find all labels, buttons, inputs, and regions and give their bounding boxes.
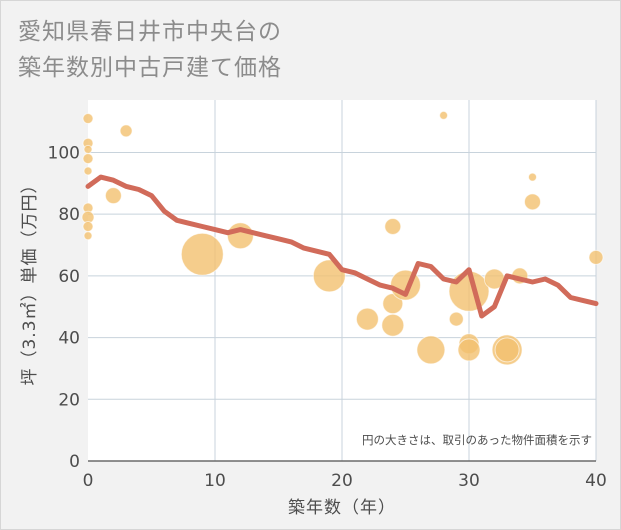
bubble-point bbox=[82, 153, 94, 165]
y-axis-label: 坪（3.3㎡）単価（万円） bbox=[20, 175, 40, 385]
y-tick-labels: 0 20 40 60 80 100 bbox=[48, 143, 80, 472]
y-tick-label: 80 bbox=[58, 205, 80, 225]
bubble-point bbox=[381, 313, 405, 337]
y-tick-label: 0 bbox=[69, 452, 80, 472]
x-tick-label: 30 bbox=[458, 471, 480, 491]
bubble-point bbox=[457, 338, 481, 362]
bubble-size-note: 円の大きさは、取引のあった物件面積を示す bbox=[362, 433, 592, 447]
bubble-point bbox=[588, 249, 604, 265]
y-tick-label: 60 bbox=[58, 267, 80, 287]
bubble-point bbox=[82, 221, 94, 233]
bubble-point bbox=[355, 307, 379, 331]
bubble-point bbox=[528, 172, 537, 182]
bubble-point bbox=[83, 231, 93, 241]
average-price-line bbox=[85, 174, 599, 319]
x-axis-label: 築年数（年） bbox=[288, 498, 396, 518]
bubble-point bbox=[494, 337, 520, 363]
bubble-point bbox=[439, 110, 449, 120]
bubble-point bbox=[448, 311, 464, 327]
y-tick-label: 20 bbox=[58, 390, 80, 410]
x-tick-label: 10 bbox=[204, 471, 226, 491]
bubble-point bbox=[416, 335, 446, 365]
chart-title-line1: 愛知県春日井市中央台の bbox=[18, 19, 282, 45]
bubble-point bbox=[524, 193, 541, 211]
bubble-point bbox=[104, 187, 122, 205]
bubble-point bbox=[119, 124, 133, 138]
bubble-point bbox=[83, 144, 93, 154]
bubble-point bbox=[384, 218, 402, 236]
bubble-point bbox=[180, 232, 224, 276]
chart-title-line2: 築年数別中古戸建て価格 bbox=[18, 55, 282, 81]
x-tick-labels: 0 10 20 30 40 bbox=[83, 471, 607, 491]
bubble-point bbox=[83, 166, 93, 176]
bubble-point bbox=[226, 222, 254, 250]
y-tick-label: 100 bbox=[48, 143, 80, 163]
y-tick-label: 40 bbox=[58, 329, 80, 349]
chart-title: 愛知県春日井市中央台の 築年数別中古戸建て価格 bbox=[18, 14, 282, 86]
x-tick-label: 20 bbox=[331, 471, 353, 491]
x-tick-label: 0 bbox=[83, 471, 94, 491]
bubble-point bbox=[82, 113, 94, 125]
x-tick-label: 40 bbox=[585, 471, 607, 491]
